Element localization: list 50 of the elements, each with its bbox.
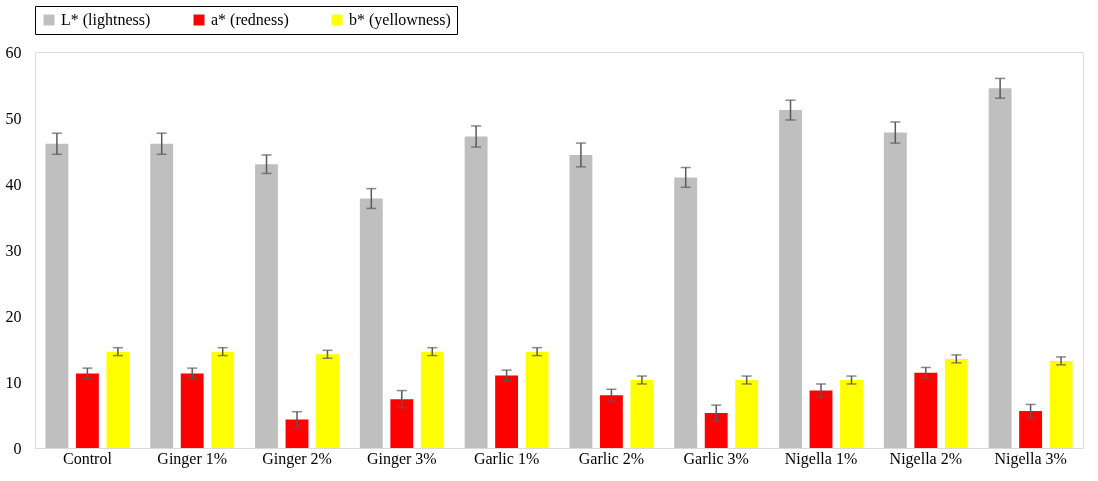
x-tick-label: Ginger 3% [366,449,437,468]
bar [840,380,863,448]
bar [211,351,235,448]
bar [180,373,204,448]
y-tick-label: 0 [13,439,22,457]
bar [495,375,519,448]
bar [944,358,968,448]
x-tick-label: Control [62,449,113,467]
bar [779,110,802,448]
x-tick-label: Nigella 1% [784,449,858,468]
bar [988,88,1012,448]
bar [1019,411,1043,448]
bar [390,399,414,448]
y-tick-label: 20 [5,307,22,325]
y-tick-label: 10 [5,373,22,391]
bar [569,154,593,448]
bar [525,351,549,448]
y-tick-label: 60 [5,43,22,61]
bar [316,354,339,448]
bar [255,164,278,448]
bar [630,380,654,448]
bar [75,373,99,448]
x-tick-label: Nigella 3% [994,449,1067,468]
bar [674,177,698,448]
bar [420,351,444,448]
x-tick-label: Ginger 1% [157,449,228,468]
bar [464,136,488,448]
bar [45,143,69,448]
x-tick-label: Nigella 2% [889,449,963,468]
y-tick-label: 30 [5,241,22,259]
x-tick-label: Garlic 3% [683,449,749,467]
y-tick-label: 50 [5,109,22,127]
bar [106,351,130,448]
bar [599,395,623,448]
bar [914,372,938,448]
legend-label: a* (redness) [211,11,289,29]
x-tick-label: Garlic 2% [578,449,645,467]
bar [150,143,174,448]
x-tick-label: Garlic 1% [473,449,540,467]
bar [285,419,309,448]
bar [735,380,759,448]
bar [809,390,833,448]
bar [359,198,383,448]
y-tick-label: 40 [5,175,22,193]
legend-label: b* (yellowness) [349,11,451,29]
x-tick-label: Ginger 2% [262,449,332,468]
bar [1049,360,1073,448]
bar [883,132,907,448]
legend-label: L* (lightness) [61,11,151,29]
bar [704,413,728,448]
